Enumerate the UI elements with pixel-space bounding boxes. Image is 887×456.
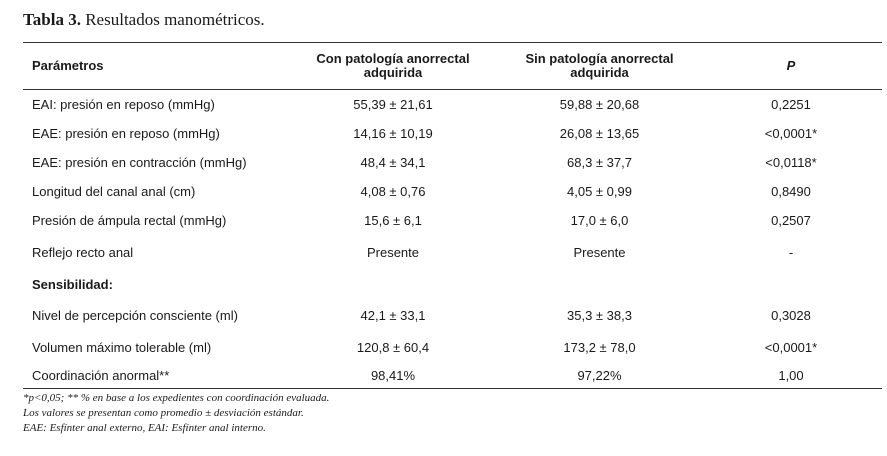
row-p-value: 0,8490 bbox=[771, 184, 811, 199]
header-with-pathology-line2: adquirida bbox=[363, 65, 423, 80]
row-value-without: 97,22% bbox=[577, 367, 622, 383]
row-value-with: 48,4 ± 34,1 bbox=[360, 155, 426, 170]
table-row: Coordinación anormal** 98,41% 97,22% 1,0… bbox=[23, 362, 882, 389]
table-row: EAE: presión en reposo (mmHg) 14,16 ± 10… bbox=[23, 119, 882, 148]
row-p-value: <0,0118* bbox=[765, 155, 817, 170]
row-value-with bbox=[287, 270, 499, 298]
row-parameter: EAE: presión en contracción (mmHg) bbox=[32, 155, 247, 170]
row-p-value: 0,3028 bbox=[771, 308, 811, 323]
table-row: Volumen máximo tolerable (ml) 120,8 ± 60… bbox=[23, 333, 882, 362]
table-header-row: Parámetros Con patología anorrectal adqui… bbox=[23, 42, 882, 90]
row-value-with: 55,39 ± 21,61 bbox=[353, 97, 433, 112]
row-value-with: 42,1 ± 33,1 bbox=[360, 308, 426, 323]
row-p-value: 0,2507 bbox=[771, 213, 811, 228]
row-p-value: 1,00 bbox=[778, 367, 804, 383]
row-value-with: 4,08 ± 0,76 bbox=[360, 184, 426, 199]
row-p-value: 0,2251 bbox=[771, 97, 811, 112]
table-row: Longitud del canal anal (cm) 4,08 ± 0,76… bbox=[23, 177, 882, 206]
row-value-without: 35,3 ± 38,3 bbox=[567, 308, 632, 323]
row-p-value: <0,0001* bbox=[764, 340, 818, 355]
table-row: EAI: presión en reposo (mmHg) 55,39 ± 21… bbox=[23, 90, 882, 120]
row-value-without: 68,3 ± 37,7 bbox=[567, 155, 632, 170]
header-with-pathology: Con patología anorrectal adquirida bbox=[287, 43, 499, 90]
footnote-abbreviations: EAE: Esfínter anal externo, EAI: Esfínte… bbox=[23, 422, 266, 434]
header-p-value: P bbox=[786, 58, 796, 73]
row-p-value: <0,0001* bbox=[764, 126, 818, 141]
table-row: Nivel de percepción consciente (ml) 42,1… bbox=[23, 298, 882, 333]
row-value-without: 17,0 ± 6,0 bbox=[570, 213, 629, 228]
header-parameters: Parámetros bbox=[32, 58, 104, 73]
row-parameter: Presión de ámpula rectal (mmHg) bbox=[32, 213, 227, 228]
section-heading: Sensibilidad: bbox=[32, 276, 113, 292]
footnote-significance: *p<0,05; ** % en base a los expedientes … bbox=[23, 392, 330, 404]
row-value-without bbox=[499, 270, 700, 298]
table-row: Presión de ámpula rectal (mmHg) 15,6 ± 6… bbox=[23, 206, 882, 235]
row-value-with: 14,16 ± 10,19 bbox=[353, 126, 433, 141]
row-parameter: Nivel de percepción consciente (ml) bbox=[32, 308, 238, 323]
table-section-row: Sensibilidad: bbox=[23, 270, 882, 298]
table-caption: Tabla 3. Resultados manométricos. bbox=[23, 10, 265, 30]
caption-title: Resultados manométricos. bbox=[85, 10, 265, 29]
row-value-with: 120,8 ± 60,4 bbox=[356, 340, 430, 355]
table-row: Reflejo recto anal Presente Presente - bbox=[23, 235, 882, 270]
row-parameter: Volumen máximo tolerable (ml) bbox=[32, 340, 212, 355]
row-parameter: Reflejo recto anal bbox=[32, 245, 134, 260]
table-row: EAE: presión en contracción (mmHg) 48,4 … bbox=[23, 148, 882, 177]
footnote-values: Los valores se presentan como promedio ±… bbox=[23, 407, 304, 419]
header-without-pathology-line2: adquirida bbox=[570, 65, 629, 80]
row-value-with: 98,41% bbox=[370, 367, 416, 383]
row-parameter: Coordinación anormal** bbox=[32, 367, 170, 383]
row-p-value bbox=[700, 270, 882, 298]
row-p-value: - bbox=[788, 245, 794, 260]
row-value-without: Presente bbox=[573, 245, 626, 260]
results-table: Parámetros Con patología anorrectal adqui… bbox=[23, 42, 882, 389]
header-without-pathology: Sin patología anorrectal adquirida bbox=[499, 43, 700, 90]
table-footnotes: *p<0,05; ** % en base a los expedientes … bbox=[23, 391, 329, 436]
row-value-without: 59,88 ± 20,68 bbox=[559, 97, 640, 112]
caption-label: Tabla 3. bbox=[23, 10, 81, 29]
row-parameter: Longitud del canal anal (cm) bbox=[32, 184, 196, 199]
header-without-pathology-line1: Sin patología anorrectal bbox=[525, 51, 674, 66]
row-parameter: EAI: presión en reposo (mmHg) bbox=[32, 97, 215, 112]
header-with-pathology-line1: Con patología anorrectal bbox=[316, 51, 470, 66]
row-value-without: 173,2 ± 78,0 bbox=[563, 340, 636, 355]
row-parameter: EAE: presión en reposo (mmHg) bbox=[32, 126, 220, 141]
row-value-without: 4,05 ± 0,99 bbox=[567, 184, 632, 199]
row-value-without: 26,08 ± 13,65 bbox=[559, 126, 640, 141]
row-value-with: 15,6 ± 6,1 bbox=[364, 213, 422, 228]
row-value-with: Presente bbox=[366, 245, 420, 260]
